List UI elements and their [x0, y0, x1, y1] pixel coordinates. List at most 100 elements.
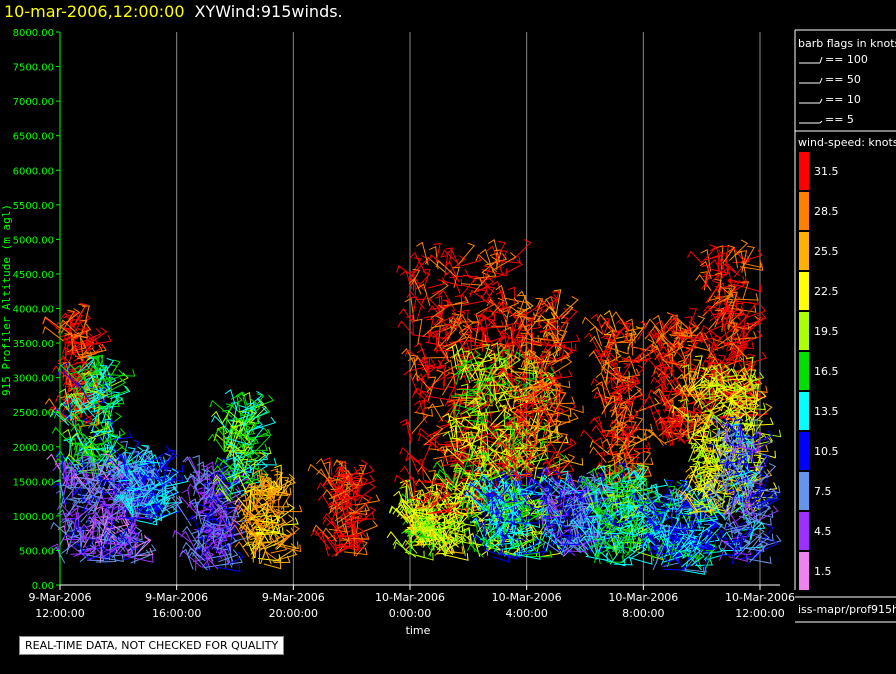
wind-barb [51, 546, 66, 564]
wind-barb [528, 444, 542, 462]
wind-barb [417, 465, 434, 485]
wind-barb [197, 486, 205, 511]
wind-barb [471, 360, 481, 379]
wind-barb [192, 454, 200, 481]
wind-barb [59, 308, 81, 328]
wind-barb [690, 367, 710, 389]
wind-barb [136, 517, 158, 526]
wind-barb [656, 529, 671, 555]
wind-barb [734, 250, 747, 277]
wind-barb [228, 551, 244, 565]
wind-barb [560, 322, 569, 342]
wind-barb [638, 490, 658, 506]
wind-barb [430, 317, 454, 329]
wind-barb [239, 410, 257, 432]
wind-barb [547, 351, 571, 365]
wind-barb [407, 270, 415, 292]
wind-barb [746, 402, 766, 411]
wind-barb [497, 383, 506, 402]
wind-barb [422, 315, 444, 337]
wind-barb [240, 458, 249, 478]
wind-barb [262, 476, 270, 501]
wind-barb [49, 409, 70, 426]
wind-barb [539, 466, 550, 490]
wind-barb [667, 485, 676, 509]
wind-barb [124, 469, 140, 488]
wind-barb [105, 412, 123, 428]
wind-barb [699, 367, 708, 386]
wind-barb [399, 465, 418, 487]
wind-barb [577, 475, 588, 497]
wind-barb [621, 506, 640, 519]
wind-barb [59, 370, 68, 395]
barb-legend-entries: == 100== 50== 10== 5 [799, 53, 868, 126]
wind-barb [64, 360, 88, 371]
wind-barb [469, 513, 478, 535]
wind-barb [417, 283, 431, 307]
wind-barb [239, 521, 257, 537]
wind-barb [553, 492, 573, 509]
wind-barb [737, 430, 757, 451]
wind-barb [442, 430, 457, 454]
wind-barb [64, 394, 84, 414]
wind-barb [527, 356, 535, 377]
wind-barb [646, 533, 659, 553]
wind-barb [450, 313, 460, 331]
wind-barb [69, 362, 91, 375]
wind-barb [415, 390, 430, 413]
wind-barb [733, 293, 759, 301]
title-datetime: 10-mar-2006,12:00:00 [4, 2, 185, 21]
wind-barb [333, 458, 352, 476]
wind-barb [701, 410, 713, 430]
wind-barb [540, 377, 557, 401]
wind-barb [563, 496, 589, 507]
wind-barb [184, 456, 202, 481]
wind-barb [601, 438, 615, 460]
wind-barb [344, 522, 353, 545]
wind-barb [333, 466, 359, 478]
speed-legend-swatch [799, 192, 809, 230]
speed-legend-swatch [799, 472, 809, 510]
wind-barb [616, 485, 642, 494]
wind-barb [734, 381, 757, 399]
wind-barb [92, 400, 113, 416]
wind-barb [500, 539, 521, 551]
wind-barb [697, 470, 706, 494]
wind-barb [487, 509, 498, 531]
wind-barb [157, 490, 176, 503]
x-ticks: 9-Mar-200612:00:009-Mar-200616:00:009-Ma… [29, 585, 795, 620]
barb-legend-entry: == 10 [799, 93, 861, 106]
y-tick-label: 2500.00 [13, 408, 54, 419]
barb-legend-flag [819, 98, 823, 104]
wind-barb [725, 429, 750, 437]
wind-barb [619, 409, 639, 420]
wind-barb [274, 464, 283, 490]
wind-barb [91, 511, 109, 532]
wind-barb [399, 479, 409, 504]
wind-barb [233, 474, 249, 497]
wind-barb [727, 417, 737, 438]
wind-barb [462, 489, 484, 508]
wind-barb [628, 556, 653, 565]
wind-barb [495, 422, 519, 430]
wind-barb [539, 333, 560, 342]
wind-barb [735, 453, 746, 475]
wind-barb [451, 434, 468, 443]
wind-barb [182, 541, 200, 559]
speed-legend-label: 22.5 [814, 285, 839, 298]
wind-barb [728, 417, 752, 425]
y-tick-label: 5500.00 [13, 201, 54, 212]
wind-barb [703, 305, 719, 324]
wind-barb [275, 541, 299, 550]
wind-barb [659, 398, 676, 420]
wind-barb [229, 465, 252, 474]
wind-barb [524, 379, 546, 390]
wind-barb [585, 504, 602, 521]
wind-barb [703, 414, 711, 434]
wind-barb [618, 443, 632, 462]
wind-barb [551, 291, 560, 310]
wind-barb [100, 407, 109, 424]
wind-barb [504, 470, 521, 494]
wind-barb [597, 464, 608, 489]
wind-barb [728, 399, 746, 415]
